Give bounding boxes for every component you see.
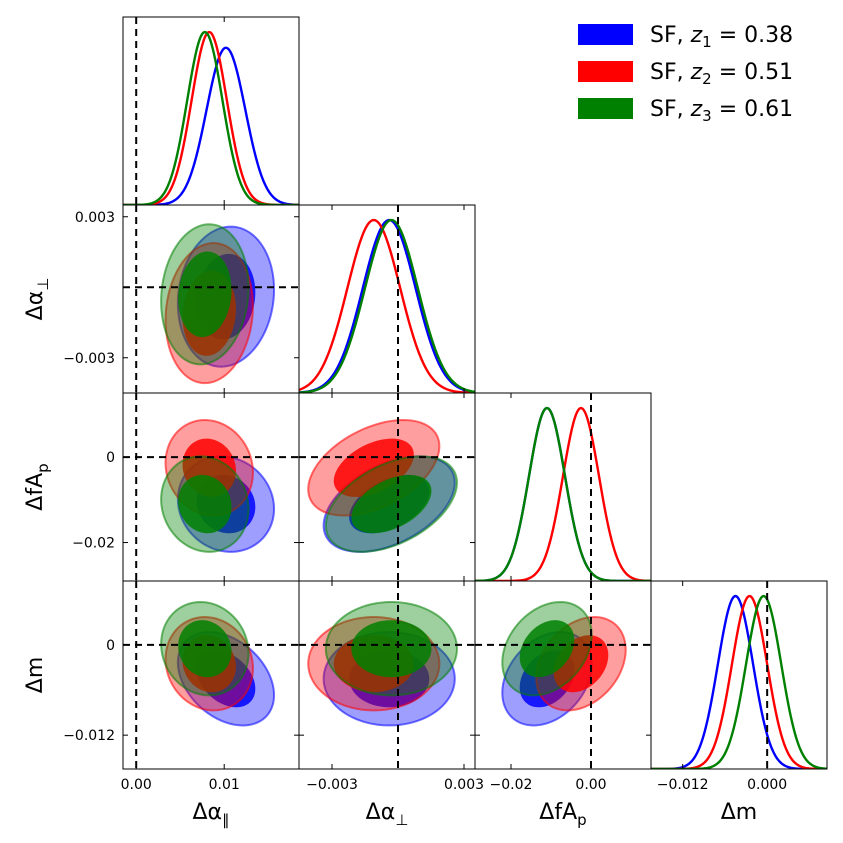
posterior-line-aperp-series-3 bbox=[299, 218, 475, 393]
y-axis-label-m: Δm bbox=[23, 657, 48, 693]
y-tick-label: −0.003 bbox=[63, 351, 115, 367]
posterior-line-fAp-series-2 bbox=[475, 406, 651, 581]
posterior-line-aperp-series-2 bbox=[299, 218, 475, 393]
x-tick-label: 0.01 bbox=[209, 777, 240, 793]
y-tick-label: 0.003 bbox=[75, 210, 115, 226]
y-axis-label-fAp: ΔfAp bbox=[23, 463, 52, 510]
x-axis-label-apar: Δα∥ bbox=[192, 800, 229, 829]
legend-swatch-3 bbox=[578, 98, 633, 119]
legend: SF, z1 = 0.38 SF, z2 = 0.51 SF, z3 = 0.61 bbox=[578, 23, 793, 125]
x-tick-label: −0.012 bbox=[657, 777, 709, 793]
x-axis-label-aperp: Δα⊥ bbox=[366, 800, 409, 829]
contour-fAp-vs-m bbox=[475, 581, 651, 769]
posterior-m bbox=[651, 581, 827, 769]
contour-68-apar-aperp-series-3 bbox=[178, 251, 232, 338]
posterior-fAp bbox=[475, 393, 651, 581]
contour-68-apar-fAp-series-3 bbox=[178, 474, 232, 534]
posterior-line-fAp-series-3 bbox=[475, 406, 651, 581]
posterior-line-m-series-2 bbox=[651, 594, 827, 769]
y-axis-label-aperp: Δα⊥ bbox=[23, 278, 52, 321]
contour-aperp-vs-fAp bbox=[299, 393, 475, 581]
panels-layer: −0.003 0.003 Δα⊥ −0.02 0 ΔfAp −0.012 0 Δm 0.00 0.0… bbox=[23, 16, 828, 829]
legend-swatch-1 bbox=[578, 24, 633, 45]
contour-aperp-vs-m bbox=[299, 581, 475, 769]
posterior-line-m-series-3 bbox=[651, 594, 827, 769]
contour-68-apar-m-series-3 bbox=[178, 620, 232, 678]
contour-apar-vs-m bbox=[123, 581, 299, 769]
posterior-line-aperp-series-1 bbox=[299, 218, 475, 393]
panel-frame-2-2 bbox=[474, 392, 652, 582]
x-tick-label: 0.00 bbox=[121, 777, 152, 793]
y-tick-label: −0.012 bbox=[63, 728, 115, 744]
x-axis-label-fAp: ΔfAp bbox=[539, 800, 586, 829]
y-tick-label: 0 bbox=[106, 450, 115, 466]
contour-68-aperp-fAp-series-3 bbox=[351, 474, 432, 534]
x-tick-label: 0.003 bbox=[444, 777, 484, 793]
posterior-aperp bbox=[299, 205, 475, 393]
posterior-line-apar-series-3 bbox=[123, 30, 299, 205]
x-axis-label-m: Δm bbox=[721, 800, 757, 825]
legend-label-1: SF, z1 = 0.38 bbox=[650, 23, 793, 51]
legend-label-2: SF, z2 = 0.51 bbox=[650, 60, 793, 88]
contour-apar-vs-fAp bbox=[123, 393, 299, 581]
legend-swatch-2 bbox=[578, 61, 633, 82]
posterior-line-apar-series-1 bbox=[123, 46, 299, 205]
y-tick-label: −0.02 bbox=[72, 536, 115, 552]
posterior-apar bbox=[123, 17, 299, 205]
panel-frame-1-1 bbox=[298, 204, 476, 394]
posterior-line-fAp-series-1 bbox=[475, 406, 651, 581]
contour-68-fAp-m-series-3 bbox=[519, 620, 575, 678]
contour-apar-vs-aperp bbox=[123, 205, 299, 393]
x-tick-label: −0.02 bbox=[490, 777, 533, 793]
legend-label-3: SF, z3 = 0.61 bbox=[650, 97, 793, 125]
contour-68-aperp-m-series-3 bbox=[351, 620, 432, 678]
x-tick-label: −0.003 bbox=[306, 777, 358, 793]
posterior-line-apar-series-2 bbox=[123, 30, 299, 205]
x-tick-label: 0.00 bbox=[575, 777, 606, 793]
y-tick-label: 0 bbox=[106, 638, 115, 654]
x-tick-label: 0.000 bbox=[747, 777, 787, 793]
panel-frame-3-3 bbox=[650, 580, 828, 770]
